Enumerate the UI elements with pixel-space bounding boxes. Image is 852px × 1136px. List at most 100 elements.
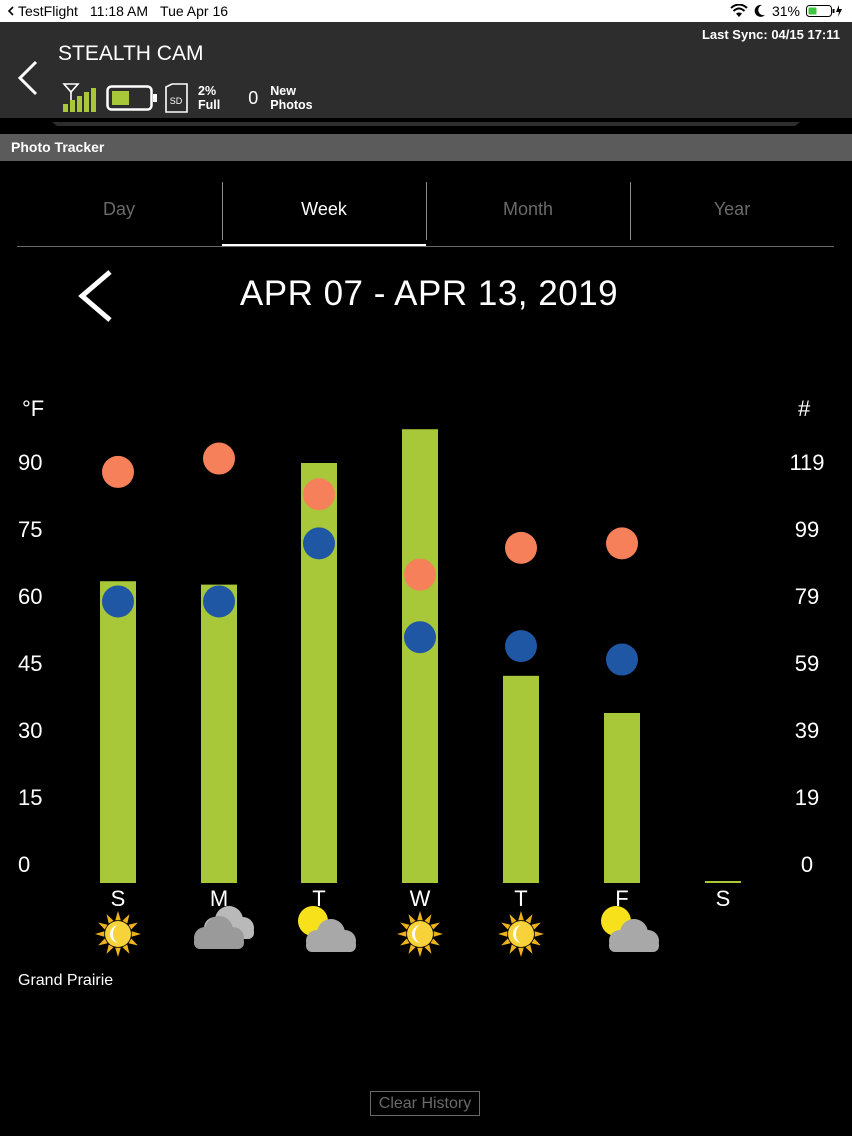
high-temp-point [404,558,436,591]
signal-icon [62,83,96,112]
right-tick-label: 99 [794,517,820,542]
status-date: Tue Apr 16 [160,3,229,19]
sun-ray [433,931,443,937]
day-label: S [716,886,731,911]
status-bar-right: 31% [730,3,844,19]
sun-ray [518,911,524,921]
sun-ray [430,922,440,930]
wifi-icon [730,4,748,17]
sun-ray [424,944,432,954]
battery-percent: 31% [771,3,800,19]
sun-icon [95,911,141,957]
left-tick-label: 0 [18,852,31,877]
moon-icon [754,4,765,17]
section-title: Photo Tracker [11,139,105,155]
sun-ray [408,944,416,954]
tab-month[interactable]: Month [502,199,554,219]
period-tabs: Day Week Month Year [17,182,834,247]
sun-ray [128,938,138,946]
tab-divider [630,182,631,240]
high-temp-point [606,527,638,560]
section-bar: Photo Tracker [0,134,852,161]
day-label: T [312,886,325,911]
left-tick-label: 45 [18,651,43,676]
new-photos-label-line2: Photos [270,98,313,112]
photo-count-bar [301,463,337,883]
battery-icon [806,5,842,17]
sun-ray [122,944,130,954]
sun-disc [105,921,131,947]
moon-overlay [513,925,522,943]
svg-text:SD: SD [170,96,183,106]
low-temp-point [303,527,335,560]
camera-header: STEALTH CAM Last Sync: 04/15 17:11 SD 2%… [0,22,852,126]
photo-count-bar [604,712,640,883]
left-tick-label: 30 [18,718,43,743]
day-label: M [210,886,228,911]
left-tick-label: 90 [18,450,43,475]
right-tick-label: 0 [800,852,814,877]
sun-ray [122,914,130,924]
cloud-base [609,939,659,952]
day-label: W [410,886,431,911]
tab-divider [426,182,427,240]
tiny-back-arrow-icon [7,6,14,16]
photo-count-bar [402,429,438,883]
cloud-base [306,939,356,952]
sun-ray [397,931,407,937]
sun-ray [531,922,541,930]
sun-ray [501,938,511,946]
status-bar-left: TestFlight 11:18 AM Tue Apr 16 [6,3,228,19]
tab-week[interactable]: Week [222,182,426,246]
right-tick-label: 79 [794,584,820,609]
sun-ray [417,947,423,957]
partly-cloudy-icon [609,919,659,952]
tab-day[interactable]: Day [102,199,135,219]
sun-ray [498,931,508,937]
sun-ray [400,922,410,930]
location-label: Grand Prairie [18,972,114,989]
sd-usage: 2% Full [198,84,220,112]
left-tick-label: 60 [18,584,43,609]
left-tick-label: 75 [18,517,43,542]
sun-ray [424,914,432,924]
last-sync: Last Sync: 04/15 17:11 [701,27,840,42]
day-label: T [514,886,527,911]
low-temp-point [102,585,134,618]
right-tick-label: 119 [789,450,825,475]
sun-disc [407,921,433,947]
sun-ray [417,911,423,921]
sun-ray [95,931,105,937]
left-tick-label: 15 [18,785,43,810]
cloud-base [194,936,244,949]
new-photos-label: New Photos [270,84,312,112]
photo-count-bar [705,881,741,883]
sun-ray [525,944,533,954]
moon-overlay [412,925,421,943]
sun-ray [115,947,121,957]
sun-ray [106,914,114,924]
tab-divider [222,182,223,240]
sun-ray [525,914,533,924]
low-temp-point [404,621,436,654]
sd-card-icon: SD [165,83,188,113]
back-arrow-icon[interactable] [14,58,44,98]
photo-count-bar [503,675,539,883]
clear-history-button[interactable]: Clear History [370,1091,480,1116]
tab-year[interactable]: Year [713,199,751,219]
moon-overlay [110,925,119,943]
partly-cloudy-icon [306,919,356,952]
sun-ray [518,947,524,957]
camera-name: STEALTH CAM [58,42,204,65]
sun-ray [98,922,108,930]
back-to-app-label[interactable]: TestFlight [18,3,78,19]
previous-week-icon[interactable] [74,268,118,324]
sun-ray [501,922,511,930]
status-bar: TestFlight 11:18 AM Tue Apr 16 31% [0,0,852,22]
date-range: APR 07 - APR 13, 2019 [239,274,619,313]
camera-battery-icon [106,85,157,111]
left-axis-label: °F [22,396,45,421]
sun-ray [115,911,121,921]
sun-disc [508,921,534,947]
